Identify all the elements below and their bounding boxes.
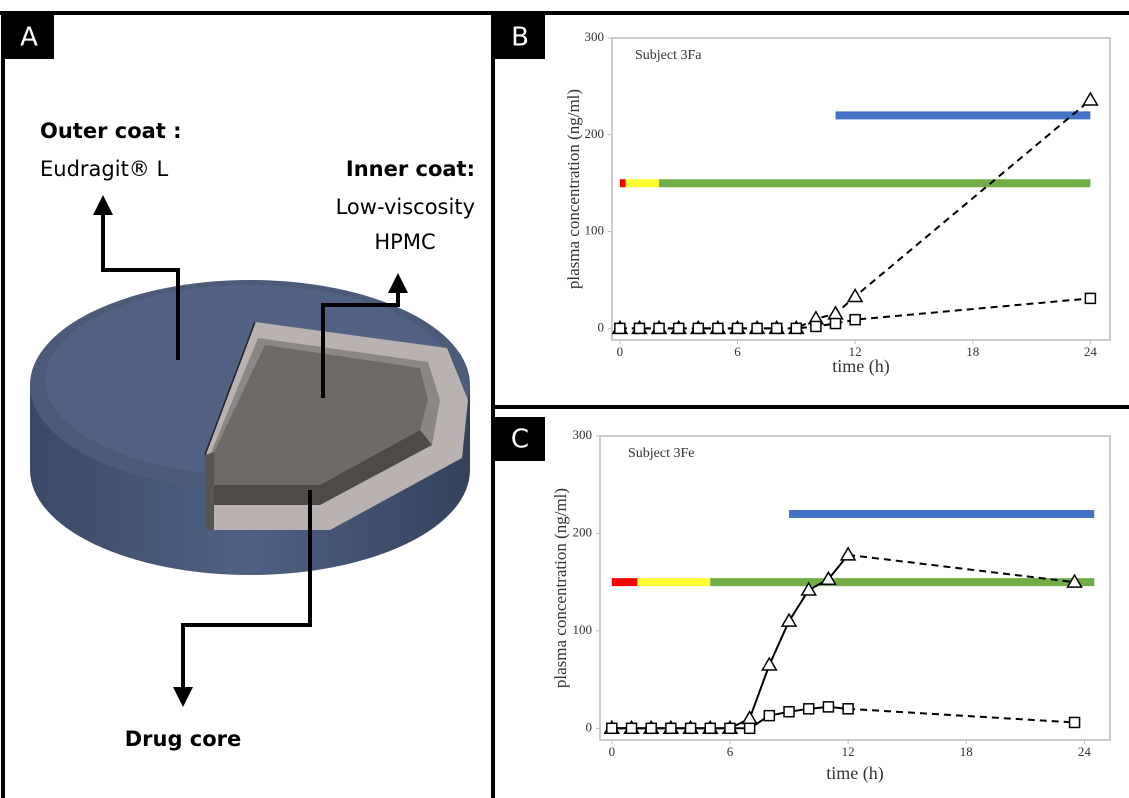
x-axis-label: time (h) (826, 763, 883, 784)
marker (822, 701, 835, 713)
x-tick-label: 24 (1084, 344, 1098, 359)
marker (829, 317, 842, 330)
marker (842, 703, 854, 715)
label: HPMC (374, 230, 435, 254)
panel-label-box (4, 15, 54, 59)
marker (1068, 716, 1081, 729)
y-tick-label: 0 (586, 719, 593, 734)
y-tick-label: 100 (573, 622, 593, 637)
x-tick-label: 0 (609, 744, 616, 759)
plot-area (599, 435, 1111, 741)
panel-label: B (511, 23, 529, 53)
y-tick-label: 300 (573, 427, 593, 442)
arrows (93, 195, 408, 707)
marker (665, 722, 677, 735)
marker (743, 722, 756, 735)
panel-label-box (495, 15, 545, 59)
panel-label: A (20, 23, 38, 53)
marker (839, 546, 857, 561)
frames (0, 11, 1129, 798)
x-tick-label: 18 (966, 344, 979, 359)
marker (633, 322, 646, 335)
y-tick-label: 200 (573, 524, 593, 539)
label: Eudragit® L (40, 157, 168, 181)
tablet (30, 280, 470, 575)
x-tick-label: 12 (849, 344, 862, 359)
marker (684, 722, 697, 735)
label: Outer coat : (40, 119, 182, 143)
marker (783, 705, 795, 718)
marker (672, 322, 685, 335)
y-tick-label: 0 (598, 319, 605, 334)
y-axis-label: plasma concentration (ng/ml) (551, 488, 570, 688)
marker (614, 322, 626, 335)
marker (645, 722, 657, 735)
x-tick-label: 6 (727, 744, 734, 759)
marker (802, 703, 815, 715)
x-axis-label: time (h) (832, 356, 889, 377)
chart-title: Subject 3Fa (635, 48, 702, 63)
marker (1066, 573, 1083, 588)
y-tick-label: 100 (585, 223, 605, 238)
marker (653, 322, 665, 335)
marker (763, 709, 776, 722)
x-tick-label: 24 (1078, 744, 1092, 759)
x-tick-label: 12 (842, 744, 855, 759)
marker (800, 581, 818, 596)
marker (770, 322, 783, 335)
marker (751, 322, 763, 335)
x-tick-label: 0 (617, 344, 624, 359)
marker (731, 322, 744, 335)
marker (606, 722, 618, 735)
x-tick-label: 18 (960, 744, 973, 759)
marker (724, 722, 736, 735)
label: Inner coat: (346, 157, 475, 181)
series-line (848, 707, 1075, 724)
marker (712, 322, 724, 335)
marker (692, 322, 705, 335)
marker (704, 722, 717, 735)
marker (849, 313, 861, 326)
marker (820, 570, 837, 585)
marker (761, 656, 778, 671)
plot-area (611, 37, 1111, 341)
y-tick-label: 200 (585, 126, 605, 141)
y-tick-label: 300 (585, 29, 605, 44)
label: Drug core (125, 727, 242, 751)
marker (625, 722, 638, 735)
chart-title: Subject 3Fe (628, 446, 695, 461)
marker (810, 320, 822, 333)
marker (790, 322, 803, 335)
x-tick-label: 6 (734, 344, 741, 359)
marker (741, 710, 758, 725)
marker (780, 612, 798, 627)
panel-label-box (495, 417, 545, 461)
series-line (847, 553, 1075, 584)
marker (1084, 292, 1097, 305)
panel-label: C (511, 425, 529, 455)
marker (846, 287, 864, 303)
marker (827, 305, 844, 320)
y-axis-label: plasma concentration (ng/ml) (564, 89, 583, 289)
marker (1082, 91, 1099, 106)
label: Low-viscosity (336, 195, 475, 219)
